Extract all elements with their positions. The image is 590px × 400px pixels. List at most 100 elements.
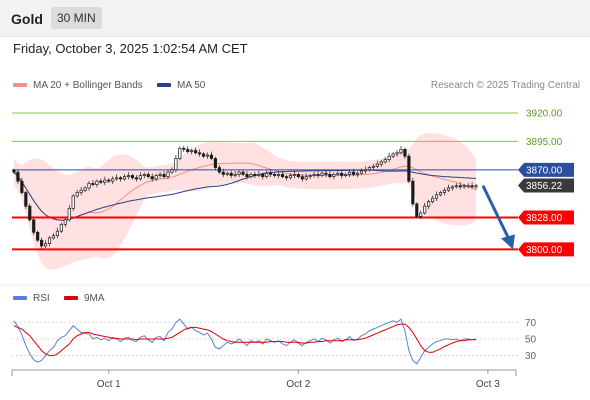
candle-body [103, 179, 107, 183]
candle-body [280, 174, 285, 177]
candle-body [446, 187, 450, 191]
candle-body [134, 177, 138, 180]
level-label-3828.00: 3828.00 [526, 213, 563, 224]
candle-body [466, 185, 470, 188]
candle-body [99, 180, 103, 183]
candle-body [320, 172, 324, 176]
rsi-tick-70: 70 [525, 318, 537, 329]
candle-body [28, 205, 32, 221]
candle-body [71, 195, 75, 209]
candle-body [423, 205, 427, 214]
candle-body [63, 219, 67, 225]
ma20-swatch [13, 83, 27, 88]
ma50-line [13, 169, 477, 221]
candle-body [146, 174, 150, 177]
level-label-3895.00: 3895.00 [526, 137, 563, 148]
candle-body [142, 174, 146, 176]
candle-body [474, 185, 478, 188]
candle-body [166, 171, 170, 177]
candle-body [221, 171, 225, 175]
candle-body [470, 185, 474, 188]
candle-body [269, 172, 273, 175]
candle-body [312, 174, 316, 176]
candle-body [154, 175, 158, 180]
candle-body [348, 171, 352, 175]
candle-body [292, 174, 296, 176]
candle-body [328, 174, 332, 177]
candle-body [431, 197, 435, 202]
candle-body [316, 174, 320, 176]
candle-body [387, 155, 391, 160]
candle-body [276, 174, 281, 176]
rsi-tick-30: 30 [525, 351, 537, 362]
candle-body [47, 237, 52, 245]
candle-body [403, 149, 407, 157]
candle-body [383, 159, 387, 163]
candle-body [126, 175, 131, 177]
candle-body [415, 203, 419, 217]
level-label-3920.00: 3920.00 [526, 109, 563, 120]
candle-body [249, 174, 253, 177]
header-bar: Gold 30 MIN [0, 0, 590, 37]
candle-body [324, 172, 328, 175]
candle-body [241, 171, 245, 175]
candle-body [170, 169, 174, 173]
legend-ma50-label: MA 50 [177, 80, 206, 91]
candle-body [75, 192, 79, 197]
level-tag-3828.00 [518, 210, 574, 225]
candle-body [261, 174, 265, 177]
candle-body [122, 176, 127, 180]
candle-body [83, 187, 87, 191]
candle-body [43, 243, 48, 247]
candle-body [332, 174, 336, 177]
candle-body [51, 235, 56, 239]
rsi-line [13, 318, 477, 365]
candle-body [438, 192, 443, 196]
x-tick-label-Oct 1: Oct 1 [97, 379, 121, 390]
candle-body [233, 174, 237, 176]
candle-body [395, 152, 399, 155]
candle-body [190, 150, 194, 153]
rsi-swatch [13, 296, 27, 301]
candle-body [308, 175, 312, 177]
projection-arrow-head [501, 234, 515, 250]
candle-body [257, 174, 261, 176]
candle-body [178, 147, 182, 159]
credit-text: Research © 2025 Trading Central [430, 80, 580, 91]
timestamp: Friday, October 3, 2025 1:02:54 AM CET [13, 41, 248, 56]
candle-body [442, 189, 447, 193]
candle-body [229, 172, 233, 176]
candle-body [217, 167, 221, 173]
candle-body [198, 152, 202, 155]
legend-rsi-ma-label: 9MA [84, 293, 105, 304]
candle-body [130, 175, 135, 179]
candle-body [150, 176, 154, 180]
candle-body [95, 180, 99, 185]
candle-body [245, 174, 249, 177]
candle-body [300, 176, 304, 180]
candle-body [371, 166, 375, 168]
level-label-3856.22: 3856.22 [526, 181, 563, 192]
candle-body [411, 180, 415, 205]
candle-body [288, 175, 292, 179]
projection-arrow-shaft [481, 185, 512, 242]
candle-body [138, 175, 142, 180]
candle-body [352, 171, 356, 175]
level-tag-3870.00 [518, 162, 574, 177]
timeframe-badge[interactable]: 30 MIN [51, 7, 102, 29]
x-tick-label-Oct 3: Oct 3 [476, 379, 500, 390]
candle-body [162, 174, 166, 177]
level-tag-3800.00 [518, 242, 574, 257]
candle-body [427, 201, 431, 207]
candle-body [12, 170, 16, 173]
candle-body [40, 239, 44, 247]
candle-body [237, 171, 241, 175]
candle-body [296, 174, 300, 177]
candle-body [91, 183, 95, 185]
candle-body [359, 170, 364, 174]
candle-body [205, 154, 210, 157]
x-tick-label-Oct 2: Oct 2 [286, 379, 310, 390]
candle-body [450, 186, 454, 189]
candle-body [67, 208, 71, 221]
